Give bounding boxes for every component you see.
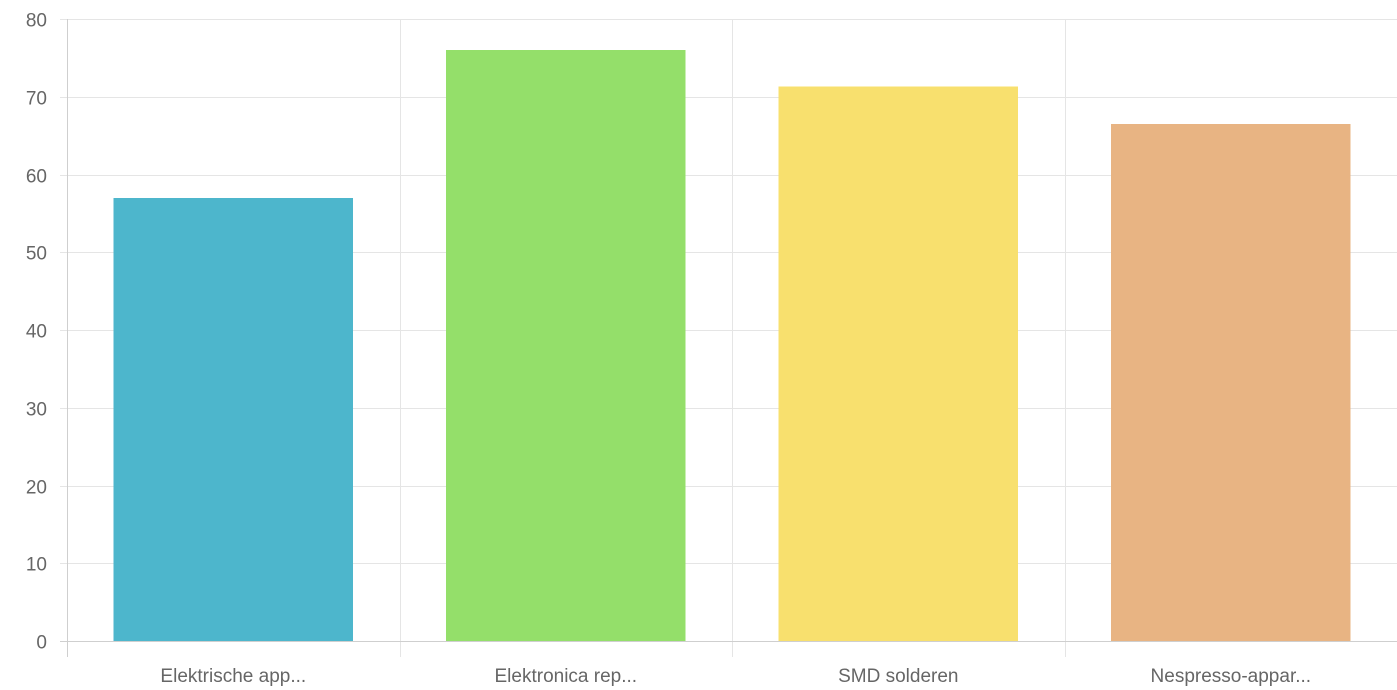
axis-layer (60, 19, 1397, 657)
bar-4[interactable] (1111, 124, 1351, 641)
y-tick-label: 50 (26, 244, 47, 265)
x-tick-label: Nespresso-appar... (1151, 666, 1312, 687)
y-tick-label: 40 (26, 322, 47, 343)
y-tick-label: 30 (26, 400, 47, 421)
bar-2[interactable] (446, 50, 686, 642)
label-layer: 0 10 20 30 40 50 60 70 80 Elektrische app... Elekt… (26, 11, 1311, 688)
y-tick-label: 0 (36, 633, 47, 654)
bar-layer (113, 50, 1351, 642)
y-tick-label: 10 (26, 555, 47, 576)
y-tick-label: 60 (26, 167, 47, 188)
bar-3[interactable] (778, 86, 1018, 642)
y-tick-label: 70 (26, 89, 47, 110)
x-tick-label: Elektronica rep... (495, 666, 638, 687)
x-tick-label: SMD solderen (838, 666, 958, 687)
x-tick-label: Elektrische app... (160, 666, 306, 687)
y-tick-label: 80 (26, 11, 47, 32)
y-tick-label: 20 (26, 478, 47, 499)
bar-1[interactable] (113, 197, 353, 642)
